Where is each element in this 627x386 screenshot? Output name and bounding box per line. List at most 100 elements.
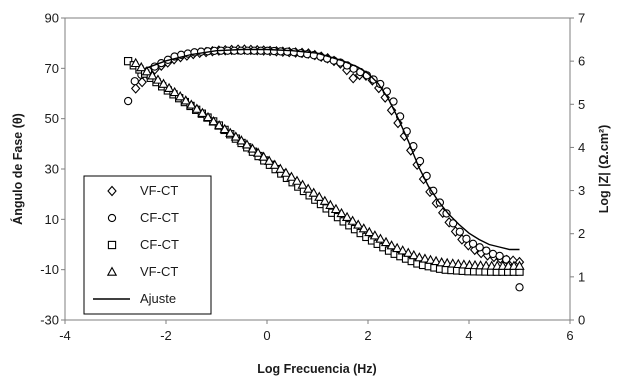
y-left-tick-label: -30: [40, 313, 59, 328]
data-point: [169, 86, 180, 97]
data-point: [514, 260, 525, 270]
data-point: [403, 247, 414, 257]
y-right-tick-label: 7: [578, 11, 585, 26]
data-point: [130, 77, 139, 86]
data-point: [180, 95, 191, 105]
legend-label: VF-CT: [140, 183, 178, 198]
data-point: [197, 107, 208, 117]
data-point: [364, 226, 375, 237]
data-point: [258, 151, 269, 161]
data-point: [314, 191, 325, 201]
data-point: [430, 255, 442, 266]
data-point: [241, 139, 253, 149]
data-point: [214, 119, 225, 130]
data-point: [123, 96, 133, 106]
data-point: [358, 223, 369, 233]
ticks-layer: [61, 17, 574, 324]
legend-circle-symbol: [107, 213, 117, 223]
y-right-tick-label: 2: [578, 226, 585, 241]
data-point: [280, 167, 292, 177]
data-point: [208, 115, 219, 126]
y-right-tick-label: 0: [578, 313, 585, 328]
legend-box: [83, 175, 212, 315]
data-point: [515, 283, 524, 292]
data-point: [236, 135, 247, 145]
x-tick-label: 2: [364, 328, 371, 343]
data-point: [475, 243, 484, 252]
data-point: [341, 211, 353, 222]
y-right-tick-labels: 0 1 2 3 4 5 6 7: [578, 11, 585, 328]
data-point: [130, 57, 141, 68]
y-left-tick-label: 30: [45, 162, 59, 177]
data-layer: [123, 44, 525, 292]
data-point: [386, 240, 397, 250]
y-right-tick-label: 5: [578, 97, 585, 112]
data-point: [289, 48, 299, 57]
data-point: [319, 195, 330, 205]
data-point: [425, 254, 436, 264]
legend: VF-CT CF-CT CF-CT VF-CT Ajuste: [83, 175, 212, 315]
data-point: [414, 252, 425, 262]
data-point: [130, 83, 141, 94]
data-point: [186, 99, 197, 109]
data-point: [336, 207, 347, 218]
data-point: [353, 219, 364, 229]
data-point: [330, 203, 342, 214]
y-right-tick-label: 3: [578, 183, 585, 198]
legend-diamond-symbol: [107, 185, 117, 197]
data-point: [230, 131, 241, 141]
data-point: [397, 245, 408, 255]
data-point: [202, 111, 214, 122]
y-left-tick-labels: -30 -10 10 30 50 70 90: [40, 11, 59, 328]
legend-symbols: [93, 185, 130, 300]
legend-triangle-symbol: [106, 266, 118, 276]
data-point: [302, 183, 314, 193]
data-point: [264, 155, 275, 165]
y-right-tick-label: 6: [578, 54, 585, 69]
data-point: [137, 76, 147, 88]
data-point: [449, 219, 458, 228]
data-point: [408, 249, 419, 260]
fit-line: [145, 48, 520, 251]
data-point: [152, 74, 164, 84]
data-point: [468, 239, 478, 248]
y-left-tick-label: -10: [40, 262, 59, 277]
data-point: [291, 175, 303, 185]
y-right-tick-label: 1: [578, 269, 585, 284]
data-point: [136, 61, 147, 72]
data-point: [275, 163, 286, 173]
data-point: [191, 103, 203, 113]
data-point: [482, 246, 491, 255]
x-tick-label: 6: [566, 328, 573, 343]
data-point: [455, 227, 464, 236]
legend-label: Ajuste: [140, 291, 176, 306]
series-4: [145, 48, 520, 251]
x-axis-title: Log Frecuencia (Hz): [257, 362, 376, 376]
data-point: [348, 72, 358, 84]
data-point: [219, 123, 230, 134]
data-point: [325, 199, 336, 209]
x-tick-label: 4: [465, 328, 472, 343]
data-point: [252, 147, 264, 157]
data-point: [380, 236, 392, 247]
x-tick-label: 0: [263, 328, 270, 343]
data-point: [442, 209, 451, 218]
data-point: [347, 215, 358, 225]
x-tick-label: -2: [160, 328, 172, 343]
y-left-axis-title: Ángulo de Fase (θ): [10, 113, 25, 225]
series-3: [130, 57, 525, 270]
y-left-tick-label: 10: [45, 212, 59, 227]
data-point: [419, 253, 431, 263]
data-point: [369, 230, 381, 240]
data-point: [297, 179, 308, 189]
legend-label: CF-CT: [140, 237, 179, 252]
data-point: [462, 234, 471, 243]
data-point: [175, 91, 186, 101]
data-point: [308, 187, 319, 197]
data-point: [495, 251, 504, 261]
data-point: [375, 233, 386, 243]
data-point: [147, 70, 158, 80]
legend-label: CF-CT: [140, 210, 179, 225]
data-point: [158, 78, 169, 88]
